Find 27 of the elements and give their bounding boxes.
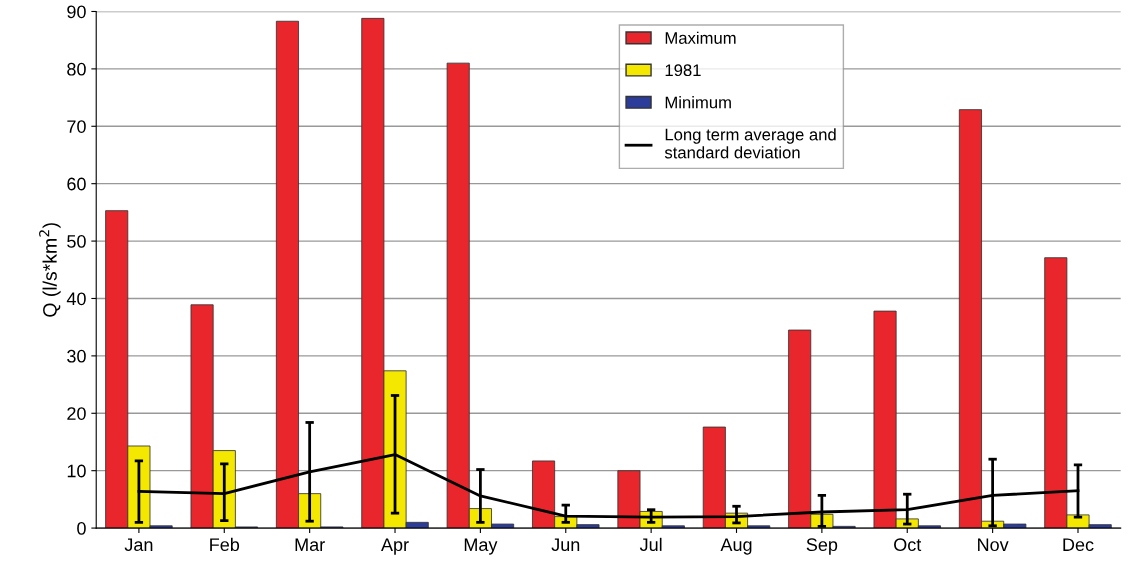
y-tick-label: 0 xyxy=(77,522,86,535)
x-tick-label: Dec xyxy=(1063,538,1094,552)
x-tick-label: Feb xyxy=(210,537,240,552)
y-tick-label: 30 xyxy=(67,349,86,363)
x-tick-label: Nov xyxy=(978,538,1009,552)
x-tick-label: Jan xyxy=(124,538,153,552)
y-tick-label: 10 xyxy=(67,464,86,478)
legend-label: Maximum xyxy=(665,31,736,44)
y-axis-title: Q (l/s*km$^{2}$) xyxy=(39,223,61,317)
legend-label: Minimum xyxy=(665,96,731,109)
legend-label: Long term average and standard deviation xyxy=(664,128,836,159)
x-tick-label: May xyxy=(464,538,498,555)
x-tick-label: Jul xyxy=(639,537,662,552)
y-tick-label: 70 xyxy=(67,120,86,133)
y-tick-label: 80 xyxy=(67,62,86,76)
y-tick-label: 50 xyxy=(67,235,86,248)
x-tick-label: Jun xyxy=(551,538,580,552)
y-tick-label: 60 xyxy=(67,177,86,191)
legend-label: 1981 xyxy=(665,64,701,77)
x-tick-label: Sep xyxy=(806,538,838,555)
x-tick-label: Apr xyxy=(381,538,409,555)
y-tick-label: 90 xyxy=(67,5,86,19)
x-tick-label: Mar xyxy=(295,538,325,552)
y-tick-label: 20 xyxy=(67,407,86,420)
y-tick-label: 40 xyxy=(66,292,86,306)
x-tick-label: Oct xyxy=(894,538,922,552)
x-tick-label: Aug xyxy=(720,538,752,555)
